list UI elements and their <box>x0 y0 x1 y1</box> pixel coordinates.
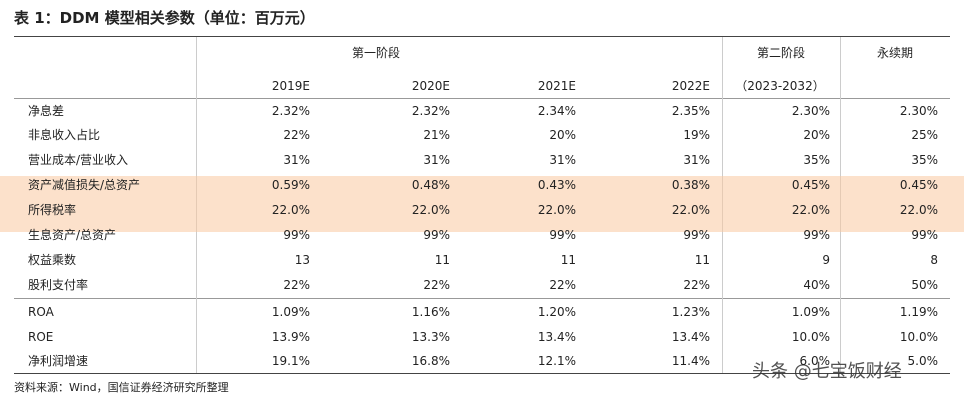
cell: 10.0% <box>791 330 830 344</box>
cell: 13.9% <box>271 330 310 344</box>
stage-header: 第一阶段 <box>351 46 401 60</box>
cell: 40% <box>803 278 830 292</box>
cell: 1.09% <box>271 305 310 319</box>
cell: 22% <box>683 278 710 292</box>
row-label: 净利润增速 <box>28 354 89 368</box>
rule <box>14 373 950 374</box>
cell: 16.8% <box>411 354 450 368</box>
cell: 11 <box>434 253 450 267</box>
cell: 5.0% <box>907 354 939 368</box>
cell: 99% <box>423 228 450 242</box>
cell: 99% <box>911 228 938 242</box>
cell: 1.23% <box>671 305 710 319</box>
rule <box>14 36 950 37</box>
cell: 11 <box>694 253 710 267</box>
cell: 13.4% <box>537 330 576 344</box>
cell: 2.35% <box>671 104 710 118</box>
column-header: （2023-2032） <box>735 79 825 93</box>
cell: 13.3% <box>411 330 450 344</box>
cell: 22% <box>423 278 450 292</box>
cell: 1.19% <box>899 305 938 319</box>
cell: 12.1% <box>537 354 576 368</box>
cell: 2.34% <box>537 104 576 118</box>
cell: 22% <box>549 278 576 292</box>
cell: 35% <box>803 153 830 167</box>
watermark: 头条 @七宝饭财经 <box>752 361 902 382</box>
cell: 0.38% <box>671 178 710 192</box>
cell: 22.0% <box>411 203 450 217</box>
source-note: 资料来源：Wind，国信证券经济研究所整理 <box>14 381 229 394</box>
cell: 20% <box>803 128 830 142</box>
cell: 31% <box>423 153 450 167</box>
cell: 13 <box>294 253 310 267</box>
cell: 1.16% <box>411 305 450 319</box>
cell: 99% <box>683 228 710 242</box>
cell: 0.45% <box>791 178 830 192</box>
row-label: 净息差 <box>28 104 65 118</box>
cell: 35% <box>911 153 938 167</box>
cell: 31% <box>283 153 310 167</box>
cell: 22.0% <box>791 203 830 217</box>
column-header: 2020E <box>411 79 450 93</box>
cell: 31% <box>683 153 710 167</box>
table-title: 表 1：DDM 模型相关参数（单位：百万元） <box>14 9 315 27</box>
cell: 9 <box>822 253 830 267</box>
cell: 0.59% <box>271 178 310 192</box>
cell: 20% <box>549 128 576 142</box>
cell: 50% <box>911 278 938 292</box>
stage-header: 永续期 <box>876 46 914 60</box>
cell: 0.43% <box>537 178 576 192</box>
cell: 99% <box>283 228 310 242</box>
row-label: 股利支付率 <box>28 278 89 292</box>
cell: 22.0% <box>271 203 310 217</box>
row-label: 营业成本/营业收入 <box>28 153 129 167</box>
row-label: 非息收入占比 <box>28 128 101 142</box>
cell: 22% <box>283 128 310 142</box>
cell: 22% <box>283 278 310 292</box>
cell: 8 <box>930 253 938 267</box>
column-header: 2019E <box>271 79 310 93</box>
cell: 19.1% <box>271 354 310 368</box>
cell: 21% <box>423 128 450 142</box>
cell: 6.0% <box>799 354 831 368</box>
cell: 19% <box>683 128 710 142</box>
cell: 13.4% <box>671 330 710 344</box>
cell: 22.0% <box>537 203 576 217</box>
cell: 99% <box>803 228 830 242</box>
row-label: 所得税率 <box>28 203 77 217</box>
cell: 1.20% <box>537 305 576 319</box>
row-label: 权益乘数 <box>28 253 77 267</box>
row-label: 生息资产/总资产 <box>28 228 117 242</box>
column-header: 2022E <box>671 79 710 93</box>
cell: 2.30% <box>791 104 830 118</box>
column-header: 2021E <box>537 79 576 93</box>
rule <box>14 98 950 99</box>
cell: 11 <box>560 253 576 267</box>
cell: 10.0% <box>899 330 938 344</box>
cell: 99% <box>549 228 576 242</box>
cell: 2.30% <box>899 104 938 118</box>
stage-header: 第二阶段 <box>756 46 806 60</box>
row-label: ROA <box>28 305 54 319</box>
row-label: ROE <box>28 330 54 344</box>
rule <box>14 298 950 299</box>
cell: 0.45% <box>899 178 938 192</box>
cell: 1.09% <box>791 305 830 319</box>
cell: 31% <box>549 153 576 167</box>
cell: 2.32% <box>411 104 450 118</box>
row-label: 资产减值损失/总资产 <box>28 178 141 192</box>
cell: 11.4% <box>671 354 710 368</box>
cell: 2.32% <box>271 104 310 118</box>
cell: 0.48% <box>411 178 450 192</box>
cell: 22.0% <box>899 203 938 217</box>
overlay-banner <box>0 176 964 232</box>
cell: 25% <box>911 128 938 142</box>
cell: 22.0% <box>671 203 710 217</box>
